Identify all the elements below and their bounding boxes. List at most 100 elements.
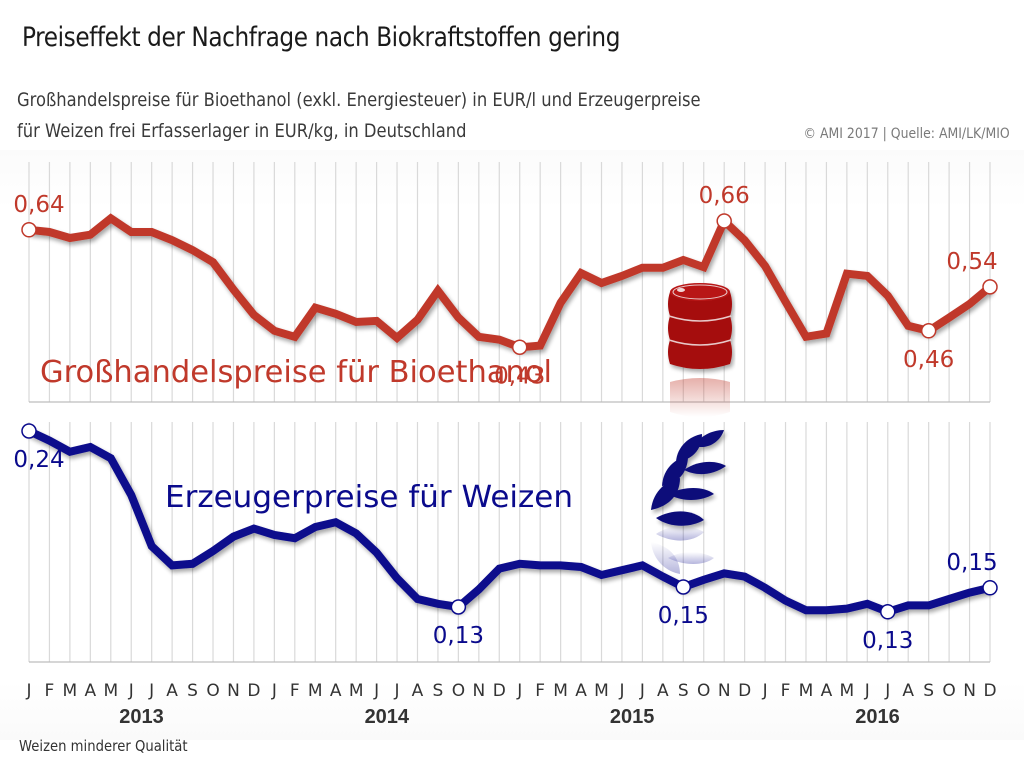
x-tick-label: S	[187, 681, 198, 701]
weizen-point	[210, 548, 216, 554]
weizen-point	[394, 575, 400, 581]
weizen-line	[27, 427, 991, 617]
x-tick-label: J	[271, 681, 277, 701]
bioethanol-point	[46, 229, 52, 235]
weizen-marker	[675, 579, 692, 595]
gridlines-upper-panel	[28, 162, 991, 402]
weizen-point	[251, 526, 257, 532]
x-tick-label: A	[902, 681, 914, 701]
weizen-point	[517, 561, 523, 567]
bioethanol-point	[108, 215, 114, 221]
bioethanol-point	[578, 270, 584, 276]
bioethanol-series	[28, 213, 993, 352]
bioethanol-point	[230, 287, 236, 293]
bioethanol-point	[394, 335, 400, 341]
x-tick-label: N	[718, 681, 731, 701]
weizen-point	[762, 585, 768, 591]
x-tick-label: S	[923, 681, 934, 701]
weizen-point	[864, 601, 870, 607]
weizen-data-label: 0,15	[658, 603, 709, 629]
year-label: 2013	[119, 706, 164, 728]
chart-subtitle-line1: Großhandelspreise für Bioethanol (exkl. …	[17, 89, 701, 111]
weizen-point	[169, 562, 175, 568]
bioethanol-marker	[982, 279, 998, 295]
x-tick-label: D	[493, 681, 506, 701]
x-tick-label: J	[864, 681, 870, 701]
bioethanol-data-label: 0,54	[946, 249, 997, 275]
weizen-point	[414, 596, 420, 602]
weizen-point	[87, 444, 93, 450]
bioethanol-point	[333, 311, 339, 317]
weizen-point	[374, 550, 380, 556]
x-tick-label: M	[799, 681, 814, 701]
wheat-ear-icon	[651, 430, 726, 574]
data-markers	[21, 213, 998, 620]
x-tick-label: M	[63, 681, 78, 701]
weizen-series	[27, 427, 991, 617]
weizen-point	[435, 601, 441, 607]
bioethanol-point	[87, 232, 93, 238]
bioethanol-point	[946, 315, 952, 321]
bioethanol-point	[455, 315, 461, 321]
bioethanol-point	[271, 328, 277, 334]
bioethanol-point	[639, 265, 645, 271]
weizen-point	[108, 455, 114, 461]
x-tick-label: D	[738, 681, 751, 701]
weizen-marker	[982, 580, 998, 596]
chart-title: Preiseffekt der Nachfrage nach Biokrafts…	[22, 22, 621, 53]
weizen-point	[619, 567, 625, 573]
x-tick-label: J	[128, 681, 134, 701]
bioethanol-point	[599, 280, 605, 286]
bioethanol-point	[905, 323, 911, 329]
bioethanol-point	[210, 259, 216, 265]
bioethanol-point	[558, 300, 564, 306]
weizen-point	[128, 492, 134, 498]
weizen-point	[742, 574, 748, 580]
x-tick-label: A	[85, 681, 97, 701]
weizen-point	[967, 590, 973, 596]
weizen-point	[271, 532, 277, 538]
bioethanol-point	[885, 293, 891, 299]
gridlines-lower-panel	[28, 422, 991, 662]
weizen-point	[721, 570, 727, 576]
weizen-point	[803, 607, 809, 613]
weizen-point	[946, 596, 952, 602]
weizen-point	[599, 572, 605, 578]
x-tick-label: J	[762, 681, 768, 701]
weizen-marker	[880, 604, 896, 620]
weizen-marker	[21, 423, 37, 439]
x-tick-label: J	[394, 681, 400, 701]
x-tick-label: J	[639, 681, 645, 701]
x-tick-label: A	[575, 681, 587, 701]
bioethanol-point	[190, 247, 196, 253]
weizen-point	[926, 602, 932, 608]
x-tick-label: M	[553, 681, 568, 701]
weizen-point	[578, 564, 584, 570]
weizen-point	[292, 535, 298, 541]
bioethanol-data-label: 0,43	[494, 363, 545, 389]
x-tick-label: M	[308, 681, 323, 701]
weizen-point	[844, 606, 850, 612]
bioethanol-point	[414, 317, 420, 323]
bioethanol-line	[28, 213, 993, 352]
weizen-point	[476, 586, 482, 592]
weizen-point	[905, 602, 911, 608]
x-tick-label: A	[166, 681, 178, 701]
x-tick-label: M	[103, 681, 118, 701]
x-tick-label: N	[963, 681, 976, 701]
x-tick-label: D	[983, 681, 996, 701]
weizen-point	[149, 543, 155, 549]
bioethanol-point	[476, 334, 482, 340]
bioethanol-point	[353, 319, 359, 325]
x-tick-label: O	[206, 681, 219, 701]
bioethanol-marker	[21, 222, 37, 238]
footnote: Weizen minderer Qualität	[19, 737, 188, 755]
x-tick-label: J	[25, 681, 31, 701]
bioethanol-point	[967, 301, 973, 307]
weizen-point	[333, 519, 339, 525]
x-tick-label: O	[942, 681, 955, 701]
bioethanol-point	[374, 318, 380, 324]
weizen-data-label: 0,15	[946, 550, 997, 576]
bioethanol-point	[312, 305, 318, 311]
